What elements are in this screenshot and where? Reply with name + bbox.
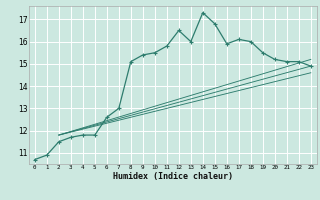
X-axis label: Humidex (Indice chaleur): Humidex (Indice chaleur) [113,172,233,181]
